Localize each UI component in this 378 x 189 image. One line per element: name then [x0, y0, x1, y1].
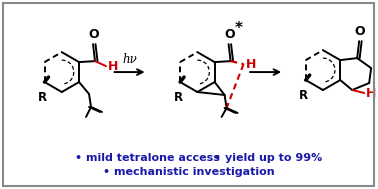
Text: R: R [299, 89, 308, 102]
Text: • mechanistic investigation: • mechanistic investigation [102, 167, 274, 177]
Text: R: R [38, 91, 47, 104]
Text: H: H [366, 87, 376, 99]
Text: • mild tetralone access: • mild tetralone access [75, 153, 220, 163]
Text: H: H [246, 58, 256, 71]
Text: O: O [89, 28, 99, 41]
Text: hν: hν [122, 53, 137, 66]
Text: R: R [174, 91, 183, 104]
Text: H: H [108, 60, 118, 73]
Text: *: * [235, 21, 243, 36]
Text: • yield up to 99%: • yield up to 99% [214, 153, 322, 163]
Text: O: O [355, 25, 366, 38]
Text: O: O [224, 28, 235, 41]
